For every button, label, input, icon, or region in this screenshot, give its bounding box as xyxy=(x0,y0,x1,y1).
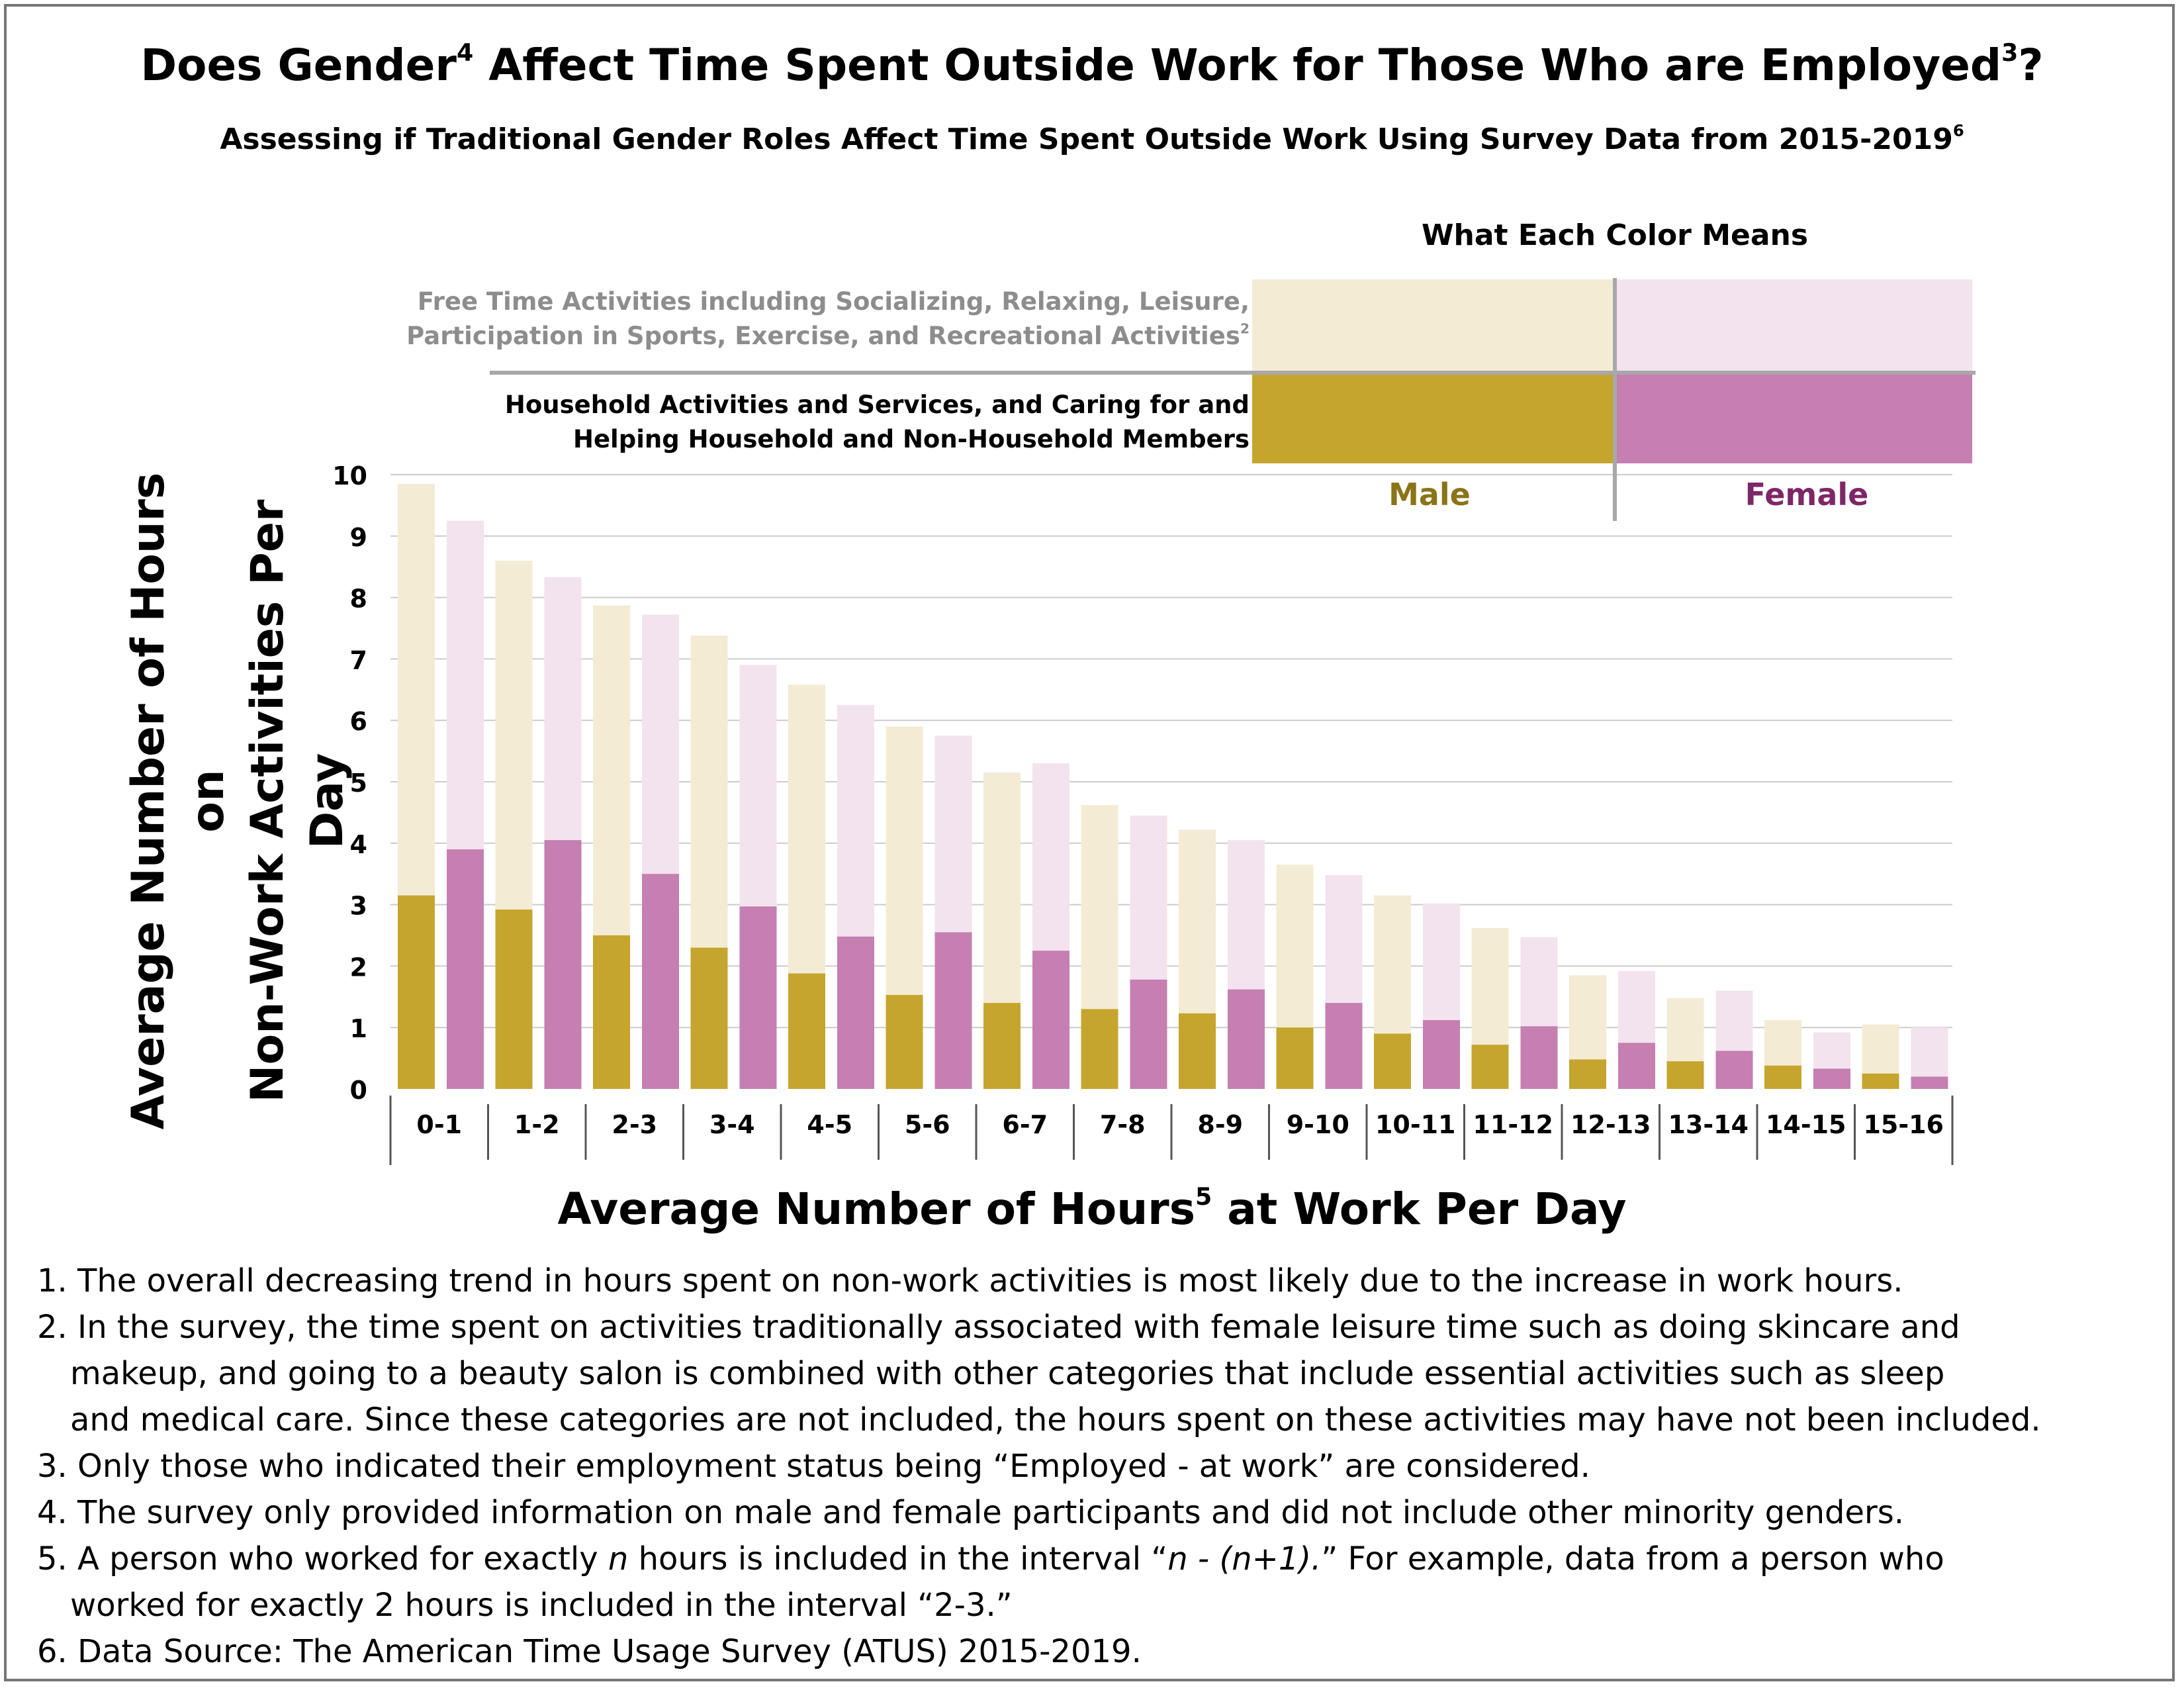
bar-male-household-3-4 xyxy=(690,947,728,1089)
bar-female-household-14-15 xyxy=(1813,1068,1850,1089)
bar-female-household-3-4 xyxy=(739,906,777,1089)
legend-household-line1: Household Activities and Services, and C… xyxy=(504,391,1250,419)
bar-female-household-8-9 xyxy=(1228,989,1265,1089)
bar-female-household-10-11 xyxy=(1423,1020,1460,1089)
footnotes: 1. The overall decreasing trend in hours… xyxy=(37,1258,2155,1675)
bar-female-household-4-5 xyxy=(837,936,874,1089)
y-tick-label: 1 xyxy=(350,1014,367,1043)
y-tick-label: 7 xyxy=(350,645,367,675)
footnote-5: 5. A person who worked for exactly n hou… xyxy=(37,1540,1944,1577)
y-tick-label: 3 xyxy=(350,892,367,921)
bar-male-household-1-2 xyxy=(495,910,533,1089)
bar-female-household-5-6 xyxy=(934,932,972,1089)
legend-female-household-swatch xyxy=(1615,372,1972,463)
bar-male-household-2-3 xyxy=(593,935,630,1089)
bar-female-household-9-10 xyxy=(1325,1003,1363,1089)
legend-male-household-swatch xyxy=(1252,372,1615,463)
bar-female-household-2-3 xyxy=(642,874,679,1089)
footnote-2-cont-a: makeup, and going to a beauty salon is c… xyxy=(70,1355,1945,1392)
bar-male-household-6-7 xyxy=(983,1003,1021,1089)
x-tick-label: 8-9 xyxy=(1197,1110,1243,1139)
bar-female-household-7-8 xyxy=(1130,979,1167,1089)
chart-title: Does Gender4 Affect Time Spent Outside W… xyxy=(140,38,2044,91)
x-tick-label: 14-15 xyxy=(1766,1110,1846,1139)
footnote-5-cont: worked for exactly 2 hours is included i… xyxy=(70,1587,1013,1624)
y-tick-label: 9 xyxy=(350,523,367,552)
footnote-1: 1. The overall decreasing trend in hours… xyxy=(37,1262,1903,1299)
bar-female-household-13-14 xyxy=(1715,1051,1753,1089)
y-axis-label-line1: Average Number of Hours on xyxy=(122,472,234,1130)
bar-male-household-8-9 xyxy=(1179,1013,1216,1089)
legend-household-line2: Helping Household and Non-Household Memb… xyxy=(573,425,1250,453)
bar-male-household-4-5 xyxy=(788,973,825,1089)
bar-female-household-11-12 xyxy=(1520,1026,1558,1089)
y-tick-label: 0 xyxy=(350,1076,367,1105)
bar-female-household-15-16 xyxy=(1911,1076,1948,1089)
legend-male-label: Male xyxy=(1388,477,1471,512)
bar-male-household-13-14 xyxy=(1666,1061,1704,1089)
bar-male-household-11-12 xyxy=(1471,1045,1509,1089)
y-tick-label: 6 xyxy=(350,707,367,736)
legend-free-time-line1: Free Time Activities including Socializi… xyxy=(417,287,1250,316)
x-tick-label: 10-11 xyxy=(1375,1110,1456,1139)
y-tick-label: 10 xyxy=(332,461,367,491)
bar-male-household-15-16 xyxy=(1862,1073,1899,1089)
x-tick-label: 3-4 xyxy=(709,1110,755,1139)
y-tick-label: 5 xyxy=(350,769,367,798)
x-tick-label: 6-7 xyxy=(1002,1110,1048,1139)
legend-heading: What Each Color Means xyxy=(1421,218,1809,252)
y-tick-label: 2 xyxy=(350,953,367,982)
bar-male-household-14-15 xyxy=(1764,1065,1801,1089)
y-tick-label: 8 xyxy=(350,585,367,614)
x-tick-label: 2-3 xyxy=(612,1110,657,1139)
x-tick-label: 11-12 xyxy=(1473,1110,1553,1139)
x-axis-label: Average Number of Hours5 at Work Per Day xyxy=(557,1182,1627,1235)
x-tick-label: 0-1 xyxy=(416,1110,462,1139)
bar-female-household-6-7 xyxy=(1032,951,1069,1089)
x-tick-label: 12-13 xyxy=(1570,1110,1651,1139)
x-tick-label: 15-16 xyxy=(1863,1110,1944,1139)
y-tick-label: 4 xyxy=(350,830,367,859)
footnote-2-cont-b: and medical care. Since these categories… xyxy=(70,1401,2041,1438)
x-tick-label: 7-8 xyxy=(1100,1110,1146,1139)
legend-female-free-swatch xyxy=(1615,279,1972,372)
x-tick-label: 1-2 xyxy=(514,1110,560,1139)
legend-male-free-swatch xyxy=(1252,279,1615,372)
bar-male-household-0-1 xyxy=(398,895,435,1089)
legend-female-label: Female xyxy=(1745,477,1869,512)
bar-male-household-7-8 xyxy=(1081,1009,1118,1089)
legend-free-time-label: Free Time Activities including Socializi… xyxy=(406,285,1250,353)
footnote-6: 6. Data Source: The American Time Usage … xyxy=(37,1633,1142,1670)
bar-male-household-9-10 xyxy=(1276,1027,1314,1089)
x-tick-label: 5-6 xyxy=(905,1110,950,1139)
bar-female-household-1-2 xyxy=(544,840,582,1089)
bar-female-household-0-1 xyxy=(447,849,484,1089)
footnote-2: 2. In the survey, the time spent on acti… xyxy=(37,1309,1960,1346)
x-tick-label: 9-10 xyxy=(1287,1110,1349,1139)
bar-male-household-12-13 xyxy=(1569,1059,1606,1089)
bar-male-household-10-11 xyxy=(1374,1033,1411,1089)
outer-frame xyxy=(4,4,2175,1681)
x-tick-label: 13-14 xyxy=(1668,1110,1749,1139)
bar-male-household-5-6 xyxy=(886,995,923,1089)
bar-female-household-12-13 xyxy=(1618,1043,1655,1089)
footnote-4: 4. The survey only provided information … xyxy=(37,1494,1905,1531)
y-axis-label-line2: Non-Work Activities Per Day xyxy=(242,499,353,1103)
legend-free-time-line2: Participation in Sports, Exercise, and R… xyxy=(406,320,1250,350)
x-tick-label: 4-5 xyxy=(807,1110,852,1139)
legend-household-label: Household Activities and Services, and C… xyxy=(505,388,1250,457)
chart-subtitle: Assessing if Traditional Gender Roles Af… xyxy=(220,121,1964,156)
y-axis-label: Average Number of Hours on Non-Work Acti… xyxy=(119,453,353,1149)
footnote-3: 3. Only those who indicated their employ… xyxy=(37,1448,1590,1485)
